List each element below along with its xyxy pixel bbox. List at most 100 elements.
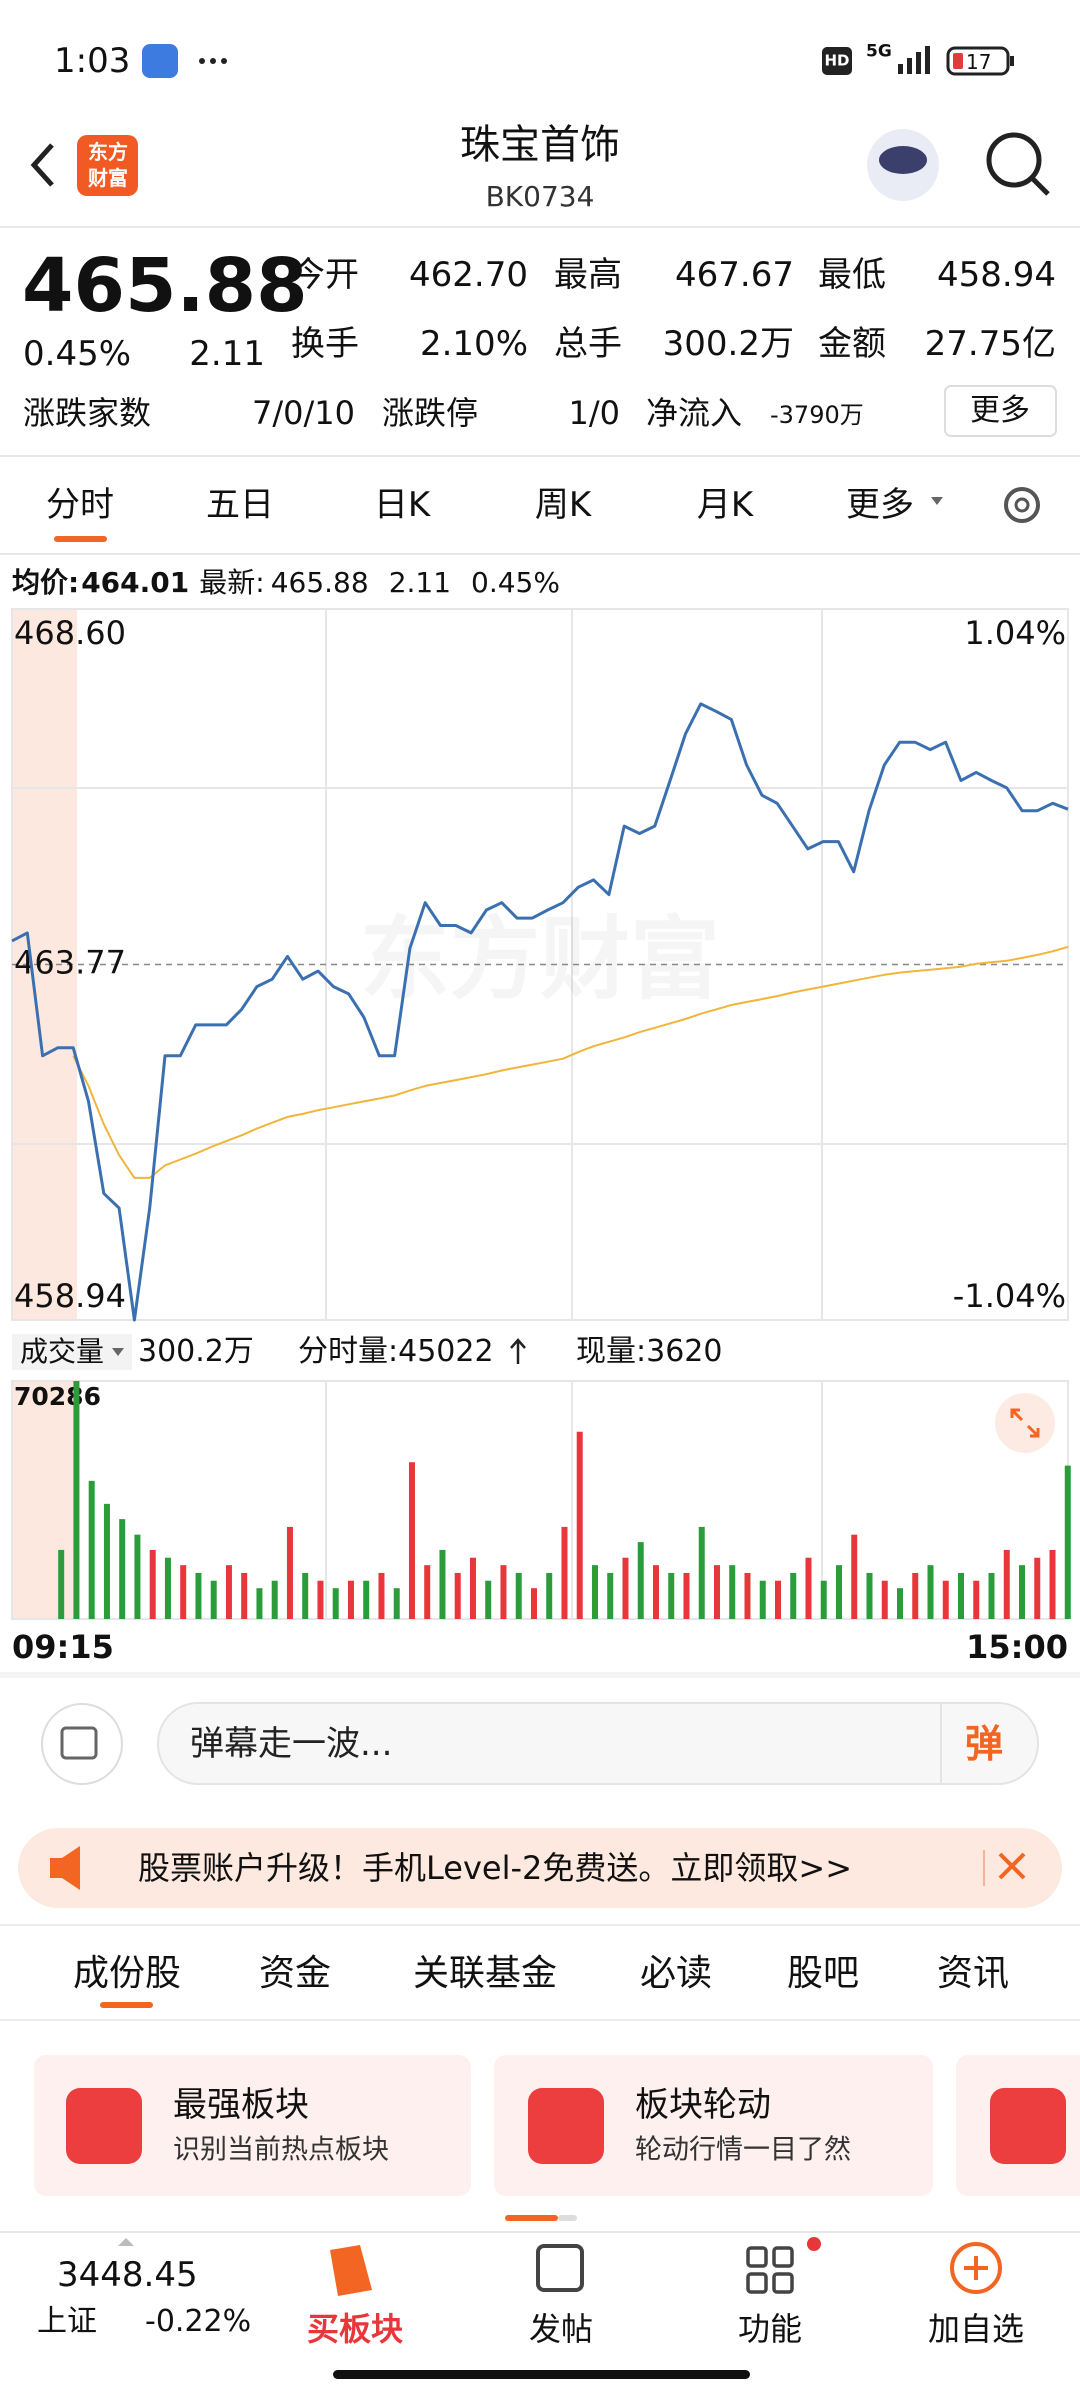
card-icon	[528, 2088, 604, 2164]
field-value: 2.10%	[419, 324, 528, 364]
back-button[interactable]	[30, 143, 54, 187]
nav-item[interactable]: 加自选	[927, 2310, 1025, 2348]
volume-bar	[58, 1549, 65, 1619]
banner-bg[interactable]	[18, 1828, 1062, 1908]
volume-bar	[591, 1565, 598, 1619]
battery-tip	[1010, 56, 1014, 66]
nav-item[interactable]: 买板块	[306, 2310, 404, 2348]
function-icon[interactable]	[746, 2246, 794, 2294]
add-icon[interactable]	[950, 2242, 1002, 2294]
field-value: 27.75亿	[924, 324, 1056, 364]
more-button-label[interactable]: 更多	[970, 393, 1030, 428]
expand-button[interactable]	[995, 1393, 1055, 1453]
dot	[221, 58, 227, 64]
status-battery: 17	[966, 50, 992, 74]
volume-bar	[515, 1572, 522, 1619]
nav-item[interactable]: 发帖	[528, 2310, 594, 2348]
card-icon	[990, 2088, 1066, 2164]
page-indicator	[558, 2215, 577, 2221]
volume-bar	[927, 1565, 934, 1619]
section-tab[interactable]: 关联基金	[412, 1953, 558, 1994]
change: 2.11	[388, 566, 452, 599]
volume-bar	[469, 1557, 476, 1619]
volume-bar	[790, 1572, 797, 1619]
field-value: 458.94	[937, 255, 1056, 295]
index-change: -0.22%	[145, 2304, 252, 2339]
volume-bar	[119, 1519, 126, 1619]
field-label: 今开	[291, 255, 359, 295]
volume-bar	[439, 1549, 446, 1619]
status-time: 1:03	[54, 41, 131, 81]
field-label: 最低	[818, 255, 886, 295]
volume-selector[interactable]	[12, 1334, 132, 1370]
volume-bar	[881, 1580, 888, 1619]
period-tab[interactable]: 分时	[46, 485, 114, 525]
close-button[interactable]	[998, 1852, 1026, 1880]
volume-bar	[485, 1580, 492, 1619]
expand-arrow	[118, 2238, 134, 2246]
banner-text[interactable]: 股票账户升级！手机Level-2免费送。立即领取>>	[138, 1849, 853, 1887]
volume-bar	[851, 1534, 858, 1619]
dot	[210, 58, 216, 64]
card[interactable]	[494, 2055, 933, 2196]
volume-bar	[912, 1572, 919, 1619]
dropdown-arrow	[931, 497, 943, 505]
search-handle	[1030, 176, 1050, 196]
volume-bar	[683, 1572, 690, 1619]
volume-bar	[271, 1580, 278, 1619]
section-tab[interactable]: 必读	[639, 1953, 713, 1994]
volume-label[interactable]: 成交量	[20, 1335, 105, 1368]
period-tab[interactable]: 周K	[534, 485, 592, 525]
volume-bar	[164, 1557, 171, 1619]
breadth-label: 涨跌家数	[23, 394, 152, 432]
period-tab[interactable]: 五日	[206, 485, 274, 525]
volume-bar	[1003, 1549, 1010, 1619]
logo-text: 财富	[88, 166, 128, 190]
expand-icon	[1010, 1408, 1040, 1438]
section-tab[interactable]: 股吧	[786, 1953, 860, 1994]
tab-underline	[100, 2002, 153, 2008]
danmu-placeholder[interactable]: 弹幕走一波...	[190, 1724, 393, 1764]
avg-label: 均价:	[12, 566, 80, 599]
volume-bar	[729, 1565, 736, 1619]
section-tab[interactable]: 成份股	[72, 1953, 182, 1994]
volume-bar	[546, 1572, 553, 1619]
volume-bar	[210, 1580, 217, 1619]
post-icon[interactable]	[536, 2244, 584, 2292]
volume-bar	[347, 1580, 354, 1619]
price-line	[11, 702, 1069, 1322]
period-tab[interactable]: 更多	[846, 485, 914, 525]
danmu-button[interactable]: 弹	[964, 1722, 1004, 1766]
settings-button[interactable]	[1004, 487, 1040, 523]
volume-bar	[180, 1565, 187, 1619]
nav-item[interactable]: 功能	[737, 2310, 803, 2348]
more-button[interactable]	[944, 385, 1057, 437]
danmu-input[interactable]	[157, 1702, 1039, 1785]
danmu-settings[interactable]	[41, 1703, 123, 1785]
buy-icon[interactable]	[330, 2245, 372, 2296]
volume-bar	[393, 1588, 400, 1619]
page-title: 珠宝首饰	[460, 122, 620, 168]
period-tab[interactable]: 月K	[696, 485, 754, 525]
volume-bar	[424, 1565, 431, 1619]
x-tick-label: 09:15	[12, 1628, 114, 1666]
battery	[946, 46, 1010, 76]
volume-bar	[561, 1526, 568, 1619]
volume-bar	[820, 1580, 827, 1619]
card-title: 最强板块	[173, 2085, 309, 2125]
home-indicator	[333, 2370, 750, 2379]
volume-bar	[530, 1588, 537, 1619]
card-subtitle: 轮动行情一目了然	[635, 2134, 851, 2166]
change: 2.11	[189, 334, 265, 374]
index-value[interactable]: 3448.45	[57, 2255, 198, 2295]
signal	[898, 46, 930, 74]
section-tab[interactable]: 资讯	[936, 1953, 1010, 1994]
up-arrow	[510, 1338, 526, 1364]
field-label: 总手	[554, 324, 622, 364]
period-tab[interactable]: 日K	[373, 485, 431, 525]
search-button[interactable]	[986, 132, 1042, 188]
section-tab[interactable]: 资金	[258, 1953, 332, 1994]
avg-line	[72, 945, 1069, 1179]
card[interactable]	[34, 2055, 471, 2196]
